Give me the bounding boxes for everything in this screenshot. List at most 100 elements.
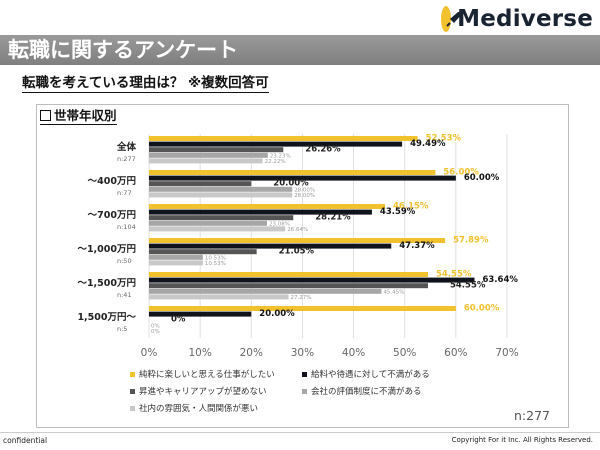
legend-swatch — [130, 388, 135, 394]
bar — [149, 226, 286, 232]
bar — [149, 243, 392, 249]
data-label: 21.05% — [279, 247, 315, 257]
legend-label: 純粋に楽しいと思える仕事がしたい — [139, 370, 275, 380]
data-label: 20.00% — [273, 179, 309, 189]
category-label: 1,500万円～ — [77, 312, 136, 323]
category-n-label: n:50 — [117, 257, 132, 265]
data-label: 0% — [171, 315, 186, 325]
data-label: 27.27% — [290, 295, 311, 301]
brand-name: Mediverse — [457, 6, 593, 32]
data-label: 28.21% — [315, 213, 351, 223]
x-tick-label: 0% — [141, 347, 158, 359]
checkbox-icon — [40, 110, 51, 121]
data-label: 52.53% — [426, 134, 462, 144]
x-tick-label: 60% — [444, 347, 467, 359]
legend-label: 社内の雰囲気・人間関係が悪い — [139, 404, 259, 414]
bar — [149, 294, 289, 300]
category-label: 全体 — [116, 141, 137, 153]
panel-title: 世帯年収別 — [40, 108, 117, 125]
bar — [149, 175, 456, 181]
footer-copyright: Copyright For it Inc. All Rights Reserve… — [451, 436, 593, 444]
bar — [149, 254, 203, 260]
data-label: 49.49% — [410, 139, 446, 149]
data-label: 28.00% — [294, 193, 315, 199]
category-n-label: n:77 — [117, 189, 132, 197]
legend-swatch — [130, 371, 135, 377]
bar — [149, 306, 456, 311]
data-label: 54.55% — [436, 270, 472, 280]
category-label: ～700万円 — [88, 210, 136, 221]
data-label: 10.53% — [205, 255, 226, 261]
bar — [149, 220, 268, 226]
x-tick-label: 30% — [291, 347, 314, 359]
legend-item: 昇進やキャリアアップが望めない — [130, 385, 267, 397]
data-label: 63.64% — [482, 275, 518, 285]
bar — [149, 158, 263, 164]
legend-item: 会社の評価制度に不満がある — [302, 385, 422, 397]
data-label: 54.55% — [450, 281, 486, 291]
bar — [149, 136, 418, 141]
bar — [149, 277, 475, 283]
category-label: ～1,000万円 — [77, 244, 136, 255]
bar — [149, 311, 252, 317]
bar — [149, 249, 257, 255]
x-tick-label: 50% — [393, 347, 416, 359]
category-n-label: n:277 — [117, 155, 136, 163]
legend-item: 給料や待遇に対して不満がある — [302, 368, 430, 380]
data-label: 20.00% — [259, 309, 295, 319]
category-label: ～1,500万円 — [77, 278, 136, 289]
category-n-label: n:104 — [117, 223, 136, 231]
bar — [149, 147, 284, 153]
legend-swatch — [302, 371, 307, 377]
legend-swatch — [130, 405, 135, 411]
legend-item: 社内の雰囲気・人間関係が悪い — [130, 402, 258, 414]
title-band — [0, 35, 600, 65]
bar — [149, 141, 403, 147]
data-label: 60.00% — [464, 173, 500, 183]
data-label: 47.37% — [399, 241, 435, 251]
bar — [149, 209, 372, 215]
rocket-icon — [441, 6, 461, 32]
bar — [149, 192, 293, 198]
legend-label: 昇進やキャリアアップが望めない — [139, 387, 267, 397]
data-label: 56.00% — [443, 168, 479, 178]
bar — [149, 170, 436, 175]
bar — [149, 283, 428, 289]
brand-logo: Mediverse — [441, 4, 593, 34]
total-n-label: n:277 — [514, 408, 550, 423]
page-title: 転職に関するアンケート — [8, 38, 239, 62]
data-label: 26.64% — [287, 227, 308, 233]
bar — [149, 186, 293, 192]
page-subtitle: 転職を考えている理由は？ ※複数回答可 — [22, 75, 269, 93]
data-label: 60.00% — [464, 304, 500, 314]
legend-label: 会社の評価制度に不満がある — [311, 387, 422, 397]
panel-title-text: 世帯年収別 — [54, 108, 117, 123]
bar — [149, 204, 386, 209]
data-label: 57.89% — [453, 236, 489, 246]
bar — [149, 152, 268, 158]
bar — [149, 238, 446, 243]
data-label: 45.45% — [383, 289, 404, 295]
data-label: 23.08% — [269, 221, 290, 227]
bar — [149, 272, 428, 277]
data-label: 46.15% — [393, 202, 429, 212]
bar — [149, 181, 252, 187]
category-n-label: n:41 — [117, 291, 132, 299]
x-tick-label: 20% — [240, 347, 263, 359]
bar — [149, 288, 382, 294]
legend-swatch — [302, 388, 307, 394]
footer-confidential: confidential — [3, 436, 48, 445]
data-label: 22.22% — [265, 159, 286, 165]
data-label: 43.59% — [380, 207, 416, 217]
x-tick-label: 10% — [188, 347, 211, 359]
x-tick-label: 70% — [495, 347, 518, 359]
bar — [149, 260, 203, 266]
category-n-label: n:5 — [117, 325, 127, 333]
data-label: 28.00% — [294, 187, 315, 193]
bar — [149, 215, 294, 221]
data-label: 26.26% — [305, 145, 341, 155]
data-label: 0% — [151, 323, 160, 329]
footer-divider — [0, 432, 600, 433]
data-label: 23.23% — [270, 153, 291, 159]
